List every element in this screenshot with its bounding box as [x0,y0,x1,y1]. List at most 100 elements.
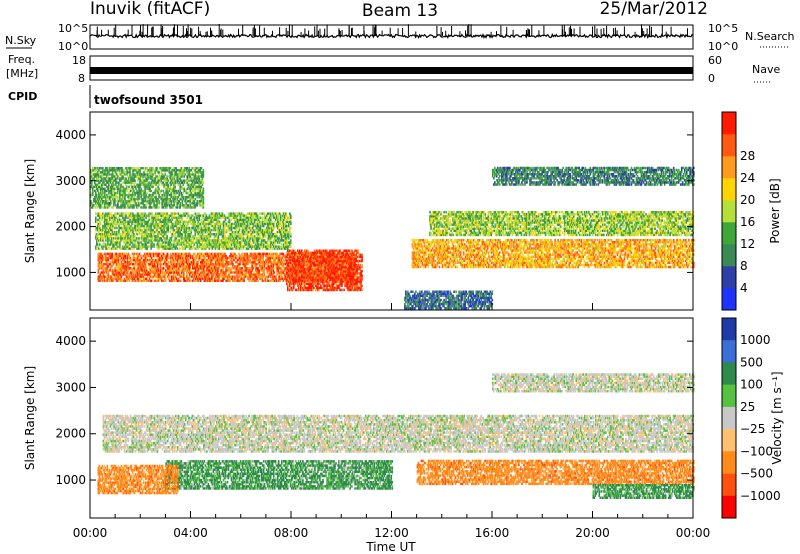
power-cell [237,259,239,261]
power-cell [127,241,129,243]
power-cell [319,283,321,285]
power-cell [348,250,350,252]
power-cell [251,269,253,271]
power-cell [302,258,304,260]
power-cell [182,233,184,235]
power-cell [168,239,170,241]
power-cell [360,272,362,274]
power-cell [351,256,353,258]
power-cell [303,289,305,291]
power-cell [172,235,174,237]
power-cell [283,253,285,255]
power-cell [296,262,298,264]
power-cell [334,289,336,291]
power-cell [128,223,130,225]
power-cell [298,272,300,274]
power-cell [308,264,310,266]
power-cell [143,275,145,277]
power-cell [342,252,344,254]
power-cell [345,266,347,268]
power-cell [173,275,175,277]
power-cell [312,283,314,285]
power-cell [152,269,154,271]
power-cell [174,233,176,235]
power-cell [298,260,300,262]
power-cell [204,255,206,257]
freq-right-tick-bottom: 0 [708,72,715,85]
power-cell [266,269,268,271]
power-cell [190,280,192,282]
power-cell [208,275,210,277]
power-cell [318,289,320,291]
power-cell [122,217,124,219]
power-cell [138,255,140,257]
power-cell [270,253,272,255]
power-cell [354,272,356,274]
power-cell [230,253,232,255]
power-cell [236,255,238,257]
power-cell [160,223,162,225]
power-cell [200,233,202,235]
power-cell [193,239,195,241]
power-cell [168,261,170,263]
power-cell [323,283,325,285]
power-cell [158,223,160,225]
power-cell [221,233,223,235]
power-cell [275,275,277,277]
power-cell [135,223,137,225]
power-cell [217,269,219,271]
power-cell [289,266,291,268]
power-cell [360,283,362,285]
power-cell [107,217,109,219]
power-cell [171,269,173,271]
power-cell [129,275,131,277]
power-cell [109,217,111,219]
power-cell [214,265,216,267]
power-cell [226,259,228,261]
power-cell [302,252,304,254]
power-cell [307,256,309,258]
power-cell [357,289,359,291]
power-cell [133,233,135,235]
power-cell [285,263,287,265]
power-cell [183,255,185,257]
power-cell [145,259,147,261]
power-cell [347,272,349,274]
power-cell [347,283,349,285]
freq-label-line2: [MHz] [6,67,38,80]
power-cell [153,259,155,261]
power-cell [165,269,167,271]
power-cell [145,217,147,219]
power-cell [286,278,288,280]
power-cell [243,278,245,280]
power-cell [341,289,343,291]
power-cell [100,217,102,219]
power-cell [317,272,319,274]
power-cell [133,271,135,273]
power-cell [212,217,214,219]
power-cell [315,264,317,266]
power-cell [225,271,227,273]
power-cell [158,267,160,269]
power-cell [320,258,322,260]
power-cell [190,269,192,271]
power-cell [294,250,296,252]
power-cell [282,269,284,271]
power-cell [134,265,136,267]
power-cell [234,278,236,280]
power-cell [178,278,180,280]
power-cell [182,217,184,219]
power-cell [361,274,363,276]
power-cell [153,275,155,277]
power-cell [150,271,152,273]
freq-trace [90,67,693,74]
power-cell [105,212,107,214]
power-cell [118,259,120,261]
power-cell [225,219,227,221]
power-cell [314,283,316,285]
power-cell [343,270,345,272]
power-cell [293,285,295,287]
power-cell [165,278,167,280]
power-cell [214,259,216,261]
power-cell [99,247,101,249]
